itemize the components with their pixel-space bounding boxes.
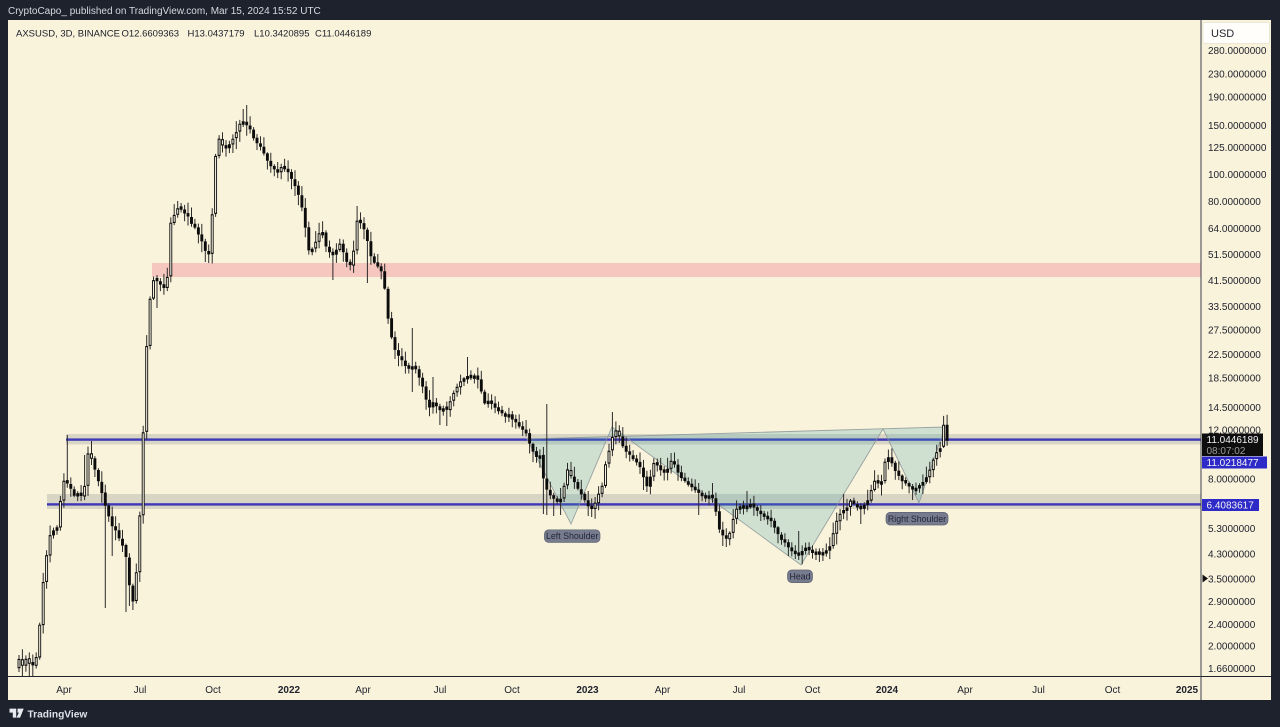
svg-text:100.0000000: 100.0000000	[1208, 170, 1267, 181]
svg-text:Oct: Oct	[1105, 685, 1121, 696]
svg-text:230.0000000: 230.0000000	[1208, 70, 1267, 81]
svg-text:Oct: Oct	[205, 685, 221, 696]
svg-text:2.4000000: 2.4000000	[1208, 620, 1256, 631]
svg-text:64.0000000: 64.0000000	[1208, 224, 1261, 235]
svg-text:6.4083617: 6.4083617	[1207, 501, 1255, 512]
svg-text:2025: 2025	[1176, 685, 1199, 696]
svg-text:18.5000000: 18.5000000	[1208, 374, 1261, 385]
svg-text:08:07:02: 08:07:02	[1207, 446, 1246, 457]
svg-text:33.5000000: 33.5000000	[1208, 302, 1261, 313]
svg-text:2023: 2023	[576, 685, 599, 696]
svg-text:1.6600000: 1.6600000	[1208, 664, 1256, 675]
svg-text:Jul: Jul	[434, 685, 447, 696]
svg-text:125.0000000: 125.0000000	[1208, 143, 1267, 154]
svg-text:51.5000000: 51.5000000	[1208, 250, 1261, 261]
svg-text:Oct: Oct	[805, 685, 821, 696]
svg-text:Apr: Apr	[957, 685, 973, 696]
svg-text:11.0446189: 11.0446189	[1207, 435, 1260, 446]
svg-text:150.0000000: 150.0000000	[1208, 121, 1267, 132]
svg-text:4.3000000: 4.3000000	[1208, 549, 1256, 560]
svg-text:5.3000000: 5.3000000	[1208, 524, 1256, 535]
svg-text:14.5000000: 14.5000000	[1208, 403, 1261, 414]
svg-text:Jul: Jul	[134, 685, 147, 696]
svg-text:Left Shoulder: Left Shoulder	[546, 531, 598, 541]
svg-text:USD: USD	[1211, 28, 1234, 40]
svg-text:2.9000000: 2.9000000	[1208, 597, 1256, 608]
svg-text:Right Shoulder: Right Shoulder	[888, 514, 946, 524]
svg-text:Jul: Jul	[1032, 685, 1045, 696]
svg-text:Apr: Apr	[655, 685, 671, 696]
svg-text:2024: 2024	[876, 685, 899, 696]
svg-text:TradingView: TradingView	[28, 709, 88, 720]
svg-text:2022: 2022	[278, 685, 301, 696]
svg-text:Apr: Apr	[56, 685, 72, 696]
svg-text:CryptoCapo_ published on Tradi: CryptoCapo_ published on TradingView.com…	[8, 6, 321, 17]
svg-text:11.0218477: 11.0218477	[1207, 458, 1260, 469]
svg-text:80.0000000: 80.0000000	[1208, 197, 1261, 208]
svg-text:Oct: Oct	[504, 685, 520, 696]
svg-text:Head: Head	[789, 571, 810, 581]
svg-text:8.0000000: 8.0000000	[1208, 475, 1256, 486]
svg-text:12.0000000: 12.0000000	[1208, 426, 1261, 437]
svg-text:280.0000000: 280.0000000	[1208, 46, 1267, 57]
svg-text:41.5000000: 41.5000000	[1208, 276, 1261, 287]
svg-text:2.0000000: 2.0000000	[1208, 642, 1256, 653]
svg-text:3.5000000: 3.5000000	[1208, 574, 1256, 585]
svg-text:190.0000000: 190.0000000	[1208, 93, 1267, 104]
svg-text:Jul: Jul	[733, 685, 746, 696]
svg-text:Apr: Apr	[355, 685, 371, 696]
svg-text:22.5000000: 22.5000000	[1208, 350, 1261, 361]
svg-text:27.5000000: 27.5000000	[1208, 326, 1261, 337]
